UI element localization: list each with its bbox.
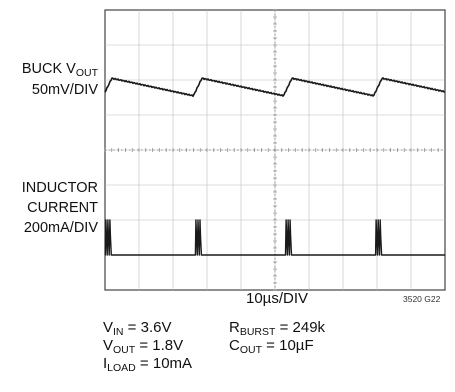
cond-rburst: RBURST = 249k (229, 319, 326, 338)
scope-grid (104, 9, 446, 291)
scope-traces (104, 77, 446, 256)
buck-scale: 50mV/DIV (31, 82, 98, 98)
buck-vout-label: BUCK VOUT 50mV/DIV (0, 59, 98, 100)
cond-vout: VOUT = 1.8V (103, 337, 184, 356)
cond-vin: VIN = 3.6V (103, 319, 172, 338)
inductor-current-trace (104, 219, 445, 256)
inductor-scale: 200mA/DIV (23, 220, 98, 236)
oscilloscope-plot (104, 9, 446, 291)
inductor-current-label: INDUCTOR CURRENT 200mA/DIV (0, 178, 98, 238)
cond-cout: COUT = 10µF (229, 337, 314, 356)
inductor-line2: CURRENT (27, 200, 98, 216)
buck-vout-trace (104, 77, 446, 98)
timebase-label: 10µs/DIV (246, 290, 308, 307)
inductor-line1: INDUCTOR (21, 180, 98, 196)
figure-code: 3520 G22 (403, 294, 441, 304)
buck-sub: OUT (75, 67, 98, 79)
buck-name: BUCK V (21, 61, 76, 77)
cond-iload: ILOAD = 10mA (103, 355, 193, 374)
